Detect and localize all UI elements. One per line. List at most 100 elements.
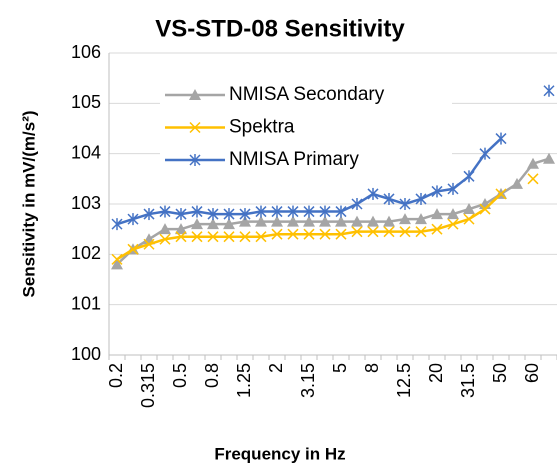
marker-stroke [479,203,491,215]
marker [319,228,331,240]
marker [189,121,201,134]
marker-stroke [319,228,331,240]
x-tick-label: 8 [362,363,382,373]
marker [143,208,155,221]
x-tick-label: 20 [426,363,446,383]
marker [223,218,235,230]
marker [415,213,427,225]
y-tick-label: 100 [71,344,101,364]
x-tick-label: 0.5 [170,363,190,388]
x-tick-label: 50 [490,363,510,383]
legend-label: Spektra [229,117,295,138]
marker [191,231,203,243]
marker [271,228,283,240]
marker-stroke [111,253,123,265]
marker [239,215,251,227]
marker [287,215,299,227]
legend-box [160,80,452,178]
marker [463,170,475,183]
chart-title: VS-STD-08 Sensitivity [155,15,405,42]
marker [127,243,139,255]
marker [143,238,155,250]
x-tick-label: 3.15 [298,363,318,398]
marker-stroke [159,233,171,245]
marker [447,218,459,230]
marker [335,205,347,218]
marker [335,215,347,227]
y-tick-label: 101 [71,293,101,313]
x-tick-label: 2 [266,363,286,373]
marker [255,205,267,218]
marker [431,208,443,220]
y-tick-label: 105 [71,92,101,112]
marker [463,213,475,225]
y-tick-label: 106 [71,42,101,62]
marker-stroke [463,213,475,225]
marker [207,231,219,243]
marker [239,231,251,243]
marker [383,192,395,205]
marker [159,223,171,235]
marker [223,231,235,243]
x-tick-label: 1.25 [234,363,254,398]
marker [479,203,491,215]
marker [255,215,267,227]
marker [207,218,219,230]
marker [207,208,219,221]
x-tick-label: 0.8 [202,363,222,388]
marker [367,215,379,227]
marker [111,258,123,270]
series-line [116,157,550,266]
marker [319,205,331,218]
marker [303,215,315,227]
marker-stroke [223,231,235,243]
marker [287,205,299,218]
marker [383,215,395,227]
legend-label: NMISA Primary [229,149,359,170]
marker [271,205,283,218]
marker [399,213,411,225]
marker [191,218,203,230]
marker-stroke [431,223,443,235]
y-tick-label: 102 [71,243,101,263]
marker [399,198,411,210]
marker [159,205,171,218]
marker [463,203,475,215]
y-tick-label: 104 [71,142,101,162]
x-tick-label: 31.5 [458,363,478,398]
marker-stroke [175,231,187,243]
marker-stroke [271,228,283,240]
marker [415,192,427,205]
marker-stroke [527,173,539,185]
marker [127,213,139,226]
marker [447,208,459,220]
marker [351,198,363,210]
y-axis-label: Sensitivity in mV/(m/s²) [19,110,38,297]
marker [399,226,411,238]
marker-stroke [207,231,219,243]
marker-stroke [189,121,201,134]
marker [447,182,459,195]
marker [479,147,491,160]
marker [367,187,379,200]
marker-stroke [351,226,363,238]
marker [271,215,283,227]
marker-stroke [303,228,315,240]
marker [527,173,539,185]
marker-stroke [127,243,139,255]
marker [367,226,379,238]
marker [175,231,187,243]
marker [303,205,315,218]
marker-stroke [447,218,459,230]
marker [111,253,123,265]
marker [159,233,171,245]
marker [431,223,443,235]
y-tick-label: 103 [71,193,101,213]
marker [303,228,315,240]
x-tick-label: 60 [522,363,542,383]
marker [255,231,267,243]
marker [223,208,235,221]
marker [239,208,251,221]
marker [431,185,443,198]
